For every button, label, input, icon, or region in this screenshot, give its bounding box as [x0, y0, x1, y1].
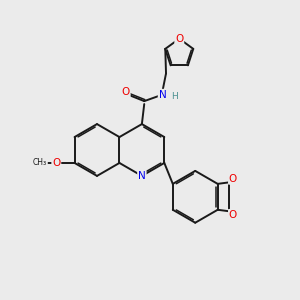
Text: H: H	[172, 92, 178, 100]
Text: CH₃: CH₃	[33, 158, 47, 167]
Text: O: O	[175, 34, 183, 44]
Text: N: N	[159, 90, 167, 100]
Text: O: O	[229, 210, 237, 220]
Text: O: O	[52, 158, 60, 168]
Text: O: O	[122, 87, 130, 97]
Text: N: N	[138, 171, 146, 181]
Text: O: O	[229, 174, 237, 184]
